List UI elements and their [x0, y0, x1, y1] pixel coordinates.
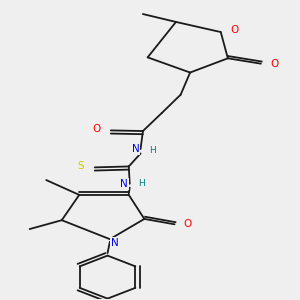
Text: S: S	[77, 161, 84, 171]
Text: H: H	[138, 179, 145, 188]
Text: N: N	[120, 179, 128, 189]
Text: O: O	[184, 219, 192, 229]
Text: H: H	[149, 146, 156, 155]
Text: N: N	[132, 144, 140, 154]
Text: O: O	[231, 25, 239, 34]
Text: O: O	[270, 59, 278, 69]
Text: O: O	[93, 124, 101, 134]
Text: N: N	[111, 238, 119, 248]
